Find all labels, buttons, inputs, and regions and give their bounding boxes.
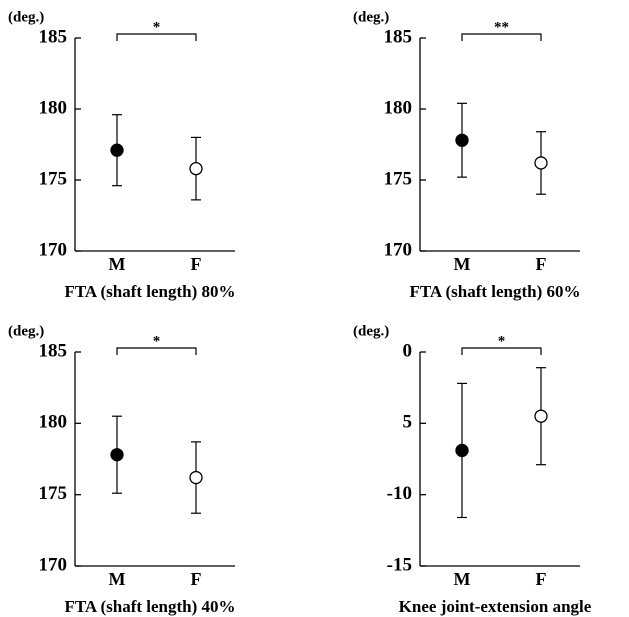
significance-bracket xyxy=(461,33,542,41)
significance-bracket xyxy=(116,33,197,41)
x-tick-label: M xyxy=(454,254,471,274)
y-tick-label: -10 xyxy=(387,483,412,504)
y-tick-label: 0 xyxy=(403,340,413,361)
y-axis-label: (deg.) xyxy=(8,9,44,25)
x-tick-label: F xyxy=(191,254,202,274)
chart-title: FTA (shaft length) 80% xyxy=(64,282,235,301)
point xyxy=(110,143,124,157)
significance-bracket xyxy=(116,347,197,355)
x-tick-label: M xyxy=(109,569,126,589)
significance: * xyxy=(153,333,161,349)
chart-title: FTA (shaft length) 60% xyxy=(409,282,580,301)
point xyxy=(455,133,469,147)
x-tick-label: M xyxy=(109,254,126,274)
y-tick-label: 180 xyxy=(39,97,68,118)
significance-bracket xyxy=(461,347,542,355)
point xyxy=(189,161,203,176)
point xyxy=(534,409,548,423)
x-tick-label: F xyxy=(536,254,547,274)
significance: * xyxy=(498,333,506,349)
y-tick-label: 175 xyxy=(384,168,413,189)
point xyxy=(534,156,548,170)
y-tick-label: 5 xyxy=(403,412,413,433)
y-tick-label: 185 xyxy=(39,26,68,47)
y-tick-label: 170 xyxy=(384,239,413,260)
y-tick-label: 170 xyxy=(39,554,68,575)
y-tick-label: 185 xyxy=(384,26,413,47)
y-tick-label: 175 xyxy=(39,483,68,504)
y-tick-label: 170 xyxy=(39,239,68,260)
significance: ** xyxy=(494,19,509,35)
y-tick-label: 175 xyxy=(39,168,68,189)
y-axis-label: (deg.) xyxy=(353,9,389,25)
point xyxy=(455,443,469,458)
y-tick-label: 185 xyxy=(39,340,68,361)
x-tick-label: F xyxy=(191,569,202,589)
point xyxy=(189,470,203,485)
y-tick-label: 180 xyxy=(384,97,413,118)
y-tick-label: 180 xyxy=(39,412,68,433)
y-axis-label: (deg.) xyxy=(8,323,44,339)
significance: * xyxy=(153,19,161,35)
x-tick-label: M xyxy=(454,569,471,589)
chart-title: Knee joint-extension angle xyxy=(399,597,592,616)
y-tick-label: -15 xyxy=(387,554,412,575)
y-axis-label: (deg.) xyxy=(353,323,389,339)
x-tick-label: F xyxy=(536,569,547,589)
chart-title: FTA (shaft length) 40% xyxy=(64,597,235,616)
point xyxy=(110,448,124,462)
